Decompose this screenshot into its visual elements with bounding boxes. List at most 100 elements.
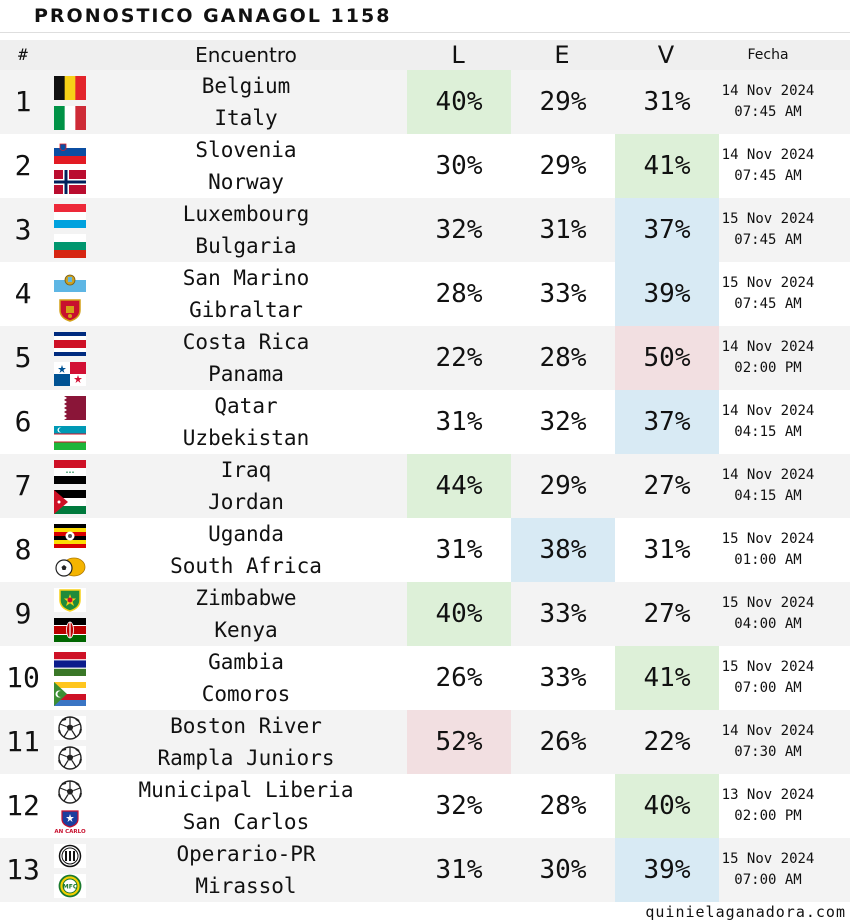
match-date: 15 Nov 2024 [721, 659, 815, 675]
panama-flag-icon [54, 362, 86, 386]
svg-text:•••: ••• [65, 470, 74, 476]
home-win-pct: 26% [435, 663, 483, 693]
home-team: Boston River [170, 714, 322, 738]
match-number: 4 [14, 277, 32, 310]
match-date: 13 Nov 2024 [721, 787, 815, 803]
match-number: 12 [6, 789, 40, 822]
match-number: 2 [14, 149, 32, 182]
soccer-ball-icon [54, 716, 86, 740]
match-time: 02:00 PM [734, 360, 802, 376]
away-team: Jordan [208, 490, 284, 514]
home-team: San Marino [182, 266, 310, 290]
match-number: 9 [14, 597, 32, 630]
svg-text:SAN CARLOS: SAN CARLOS [54, 829, 86, 834]
home-win-pct: 28% [435, 279, 483, 309]
away-win-pct: 41% [615, 134, 719, 198]
match-row: 11 Boston River Rampla Juniors 52% 26% 2… [0, 710, 850, 774]
match-datetime: 15 Nov 2024 01:00 AM [716, 518, 820, 582]
page-title: PRONOSTICO GANAGOL 1158 [34, 5, 392, 27]
uganda-flag-icon [54, 524, 86, 548]
away-team: Panama [208, 362, 284, 386]
match-row: 7 ••• Iraq Jordan 44% 29% 27% 14 Nov 202… [0, 454, 850, 518]
away-win-pct: 37% [615, 198, 719, 262]
home-team: Luxembourg [182, 202, 310, 226]
home-team: Zimbabwe [195, 586, 297, 610]
header-date: Fecha [747, 47, 789, 63]
match-row: 6 Qatar Uzbekistan 31% 32% 37% 14 Nov 20… [0, 390, 850, 454]
match-row: 5 Costa Rica Panama 22% 28% 50% 14 Nov 2… [0, 326, 850, 390]
match-number: 6 [14, 405, 32, 438]
match-number: 5 [14, 341, 32, 374]
match-time: 07:45 AM [734, 232, 802, 248]
home-win-pct: 32% [435, 215, 483, 245]
draw-pct: 33% [539, 599, 587, 629]
draw-pct: 32% [539, 407, 587, 437]
draw-pct: 31% [539, 215, 587, 245]
away-win-pct: 41% [615, 646, 719, 710]
match-number: 7 [14, 469, 32, 502]
match-number: 10 [6, 661, 40, 694]
match-number: 13 [6, 853, 40, 886]
uzbekistan-flag-icon [54, 426, 86, 450]
match-number: 11 [6, 725, 40, 758]
match-time: 07:45 AM [734, 168, 802, 184]
match-time: 04:00 AM [734, 616, 802, 632]
san-carlos-crest-icon: SAN CARLOS [54, 810, 86, 834]
match-number: 8 [14, 533, 32, 566]
draw-pct: 29% [539, 471, 587, 501]
operario-crest-icon [54, 844, 86, 868]
draw-pct: 30% [539, 855, 587, 885]
match-time: 07:00 AM [734, 872, 802, 888]
home-team: Costa Rica [182, 330, 310, 354]
home-win-pct: 31% [435, 407, 483, 437]
iraq-flag-icon: ••• [54, 460, 86, 484]
draw-pct: 26% [539, 727, 587, 757]
home-team: Qatar [214, 394, 278, 418]
match-datetime: 13 Nov 2024 02:00 PM [716, 774, 820, 838]
match-date: 15 Nov 2024 [721, 851, 815, 867]
match-time: 04:15 AM [734, 424, 802, 440]
home-win-pct: 52% [407, 710, 511, 774]
gibraltar-crest-icon [54, 298, 86, 322]
home-win-pct: 22% [435, 343, 483, 373]
home-win-pct: 40% [407, 70, 511, 134]
svg-text:MFC: MFC [63, 884, 78, 891]
match-row: 3 Luxembourg Bulgaria 32% 31% 37% 15 Nov… [0, 198, 850, 262]
match-time: 04:15 AM [734, 488, 802, 504]
away-win-pct: 31% [643, 535, 691, 565]
away-team: Rampla Juniors [157, 746, 335, 770]
match-datetime: 15 Nov 2024 07:00 AM [716, 646, 820, 710]
soccer-ball-icon [54, 746, 86, 770]
luxembourg-flag-icon [54, 204, 86, 228]
away-win-pct: 27% [643, 599, 691, 629]
home-team: Iraq [220, 458, 272, 482]
match-datetime: 14 Nov 2024 04:15 AM [716, 454, 820, 518]
norway-flag-icon [54, 170, 86, 194]
draw-pct: 28% [539, 791, 587, 821]
kenya-flag-icon [54, 618, 86, 642]
match-time: 07:30 AM [734, 744, 802, 760]
italy-flag-icon [54, 106, 86, 130]
match-time: 07:00 AM [734, 680, 802, 696]
site-watermark: quinielaganadora.com [645, 903, 846, 921]
match-date: 15 Nov 2024 [721, 595, 815, 611]
qatar-flag-icon [54, 396, 86, 420]
away-team: Norway [208, 170, 284, 194]
slovenia-flag-icon [54, 140, 86, 164]
home-team: Operario-PR [176, 842, 316, 866]
home-team: Belgium [201, 74, 291, 98]
table-header: # Encuentro L E V Fecha [0, 40, 850, 70]
away-team: Mirassol [195, 874, 297, 898]
match-date: 15 Nov 2024 [721, 275, 815, 291]
san-marino-flag-icon [54, 268, 86, 292]
match-datetime: 15 Nov 2024 07:45 AM [716, 198, 820, 262]
match-date: 14 Nov 2024 [721, 83, 815, 99]
draw-pct: 29% [539, 151, 587, 181]
safa-crest-icon [54, 554, 86, 578]
comoros-flag-icon [54, 682, 86, 706]
away-team: Comoros [201, 682, 291, 706]
match-row: 4 San Marino Gibraltar 28% 33% 39% 15 No… [0, 262, 850, 326]
match-row: 2 Slovenia Norway 30% 29% 41% 14 Nov 202… [0, 134, 850, 198]
match-datetime: 14 Nov 2024 02:00 PM [716, 326, 820, 390]
match-time: 07:45 AM [734, 296, 802, 312]
